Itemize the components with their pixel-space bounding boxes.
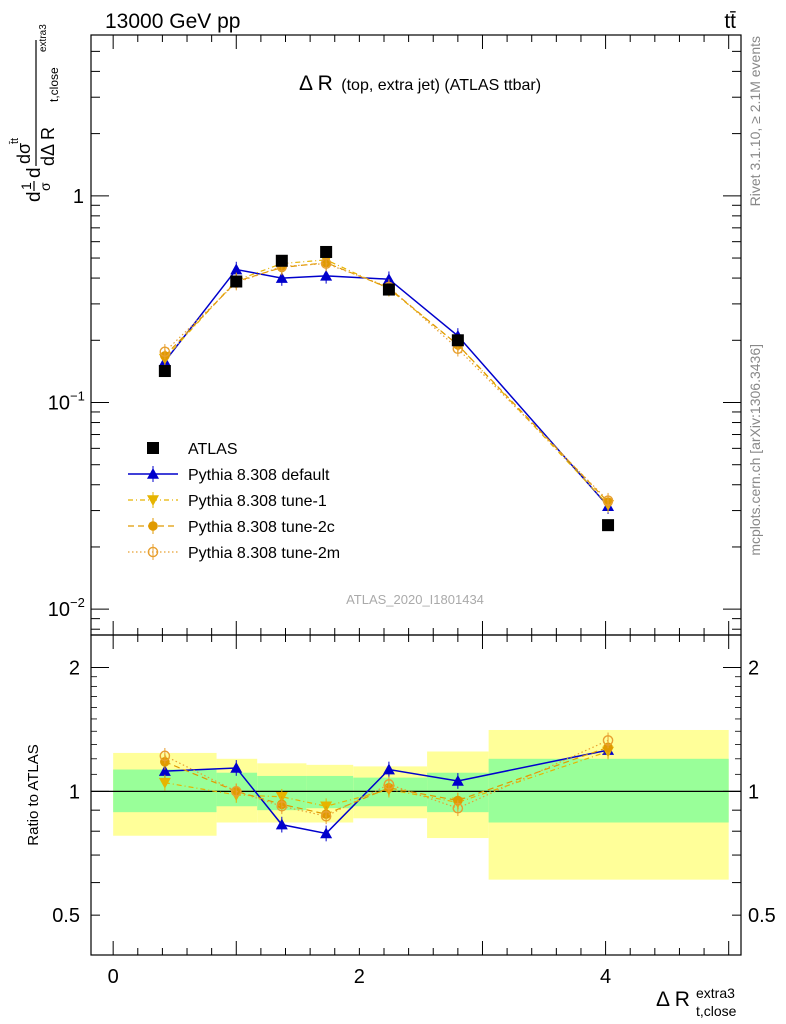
- ratio-point-default-3: [320, 827, 333, 839]
- ratio-point-default-4: [382, 763, 395, 775]
- header-left: 13000 GeV pp: [105, 10, 240, 33]
- main-line-tune2m: [164, 262, 609, 502]
- x-tick-label-4: 4: [600, 966, 611, 988]
- main-y-tick-exp-0.01: −2: [70, 595, 85, 610]
- main-point-atlas-2: [275, 254, 288, 267]
- main-point-default-4: [382, 273, 395, 284]
- legend: ATLAS Pythia 8.308 default Pythia 8.308 tu…: [128, 441, 340, 562]
- legend-marker-atlas: [147, 442, 159, 454]
- legend-label-atlas: ATLAS: [188, 441, 238, 458]
- main-point-atlas-5: [451, 334, 464, 347]
- x-tick-label-0: 0: [108, 966, 119, 988]
- x-axis-label-sub: t,close: [696, 1003, 737, 1019]
- x-axis-label-sup: extra3: [696, 985, 735, 1001]
- ratio-bands: [91, 729, 741, 880]
- plot-title-sub: (top, extra jet) (ATLAS ttbar): [341, 77, 541, 94]
- main-point-atlas-6: [602, 519, 615, 532]
- main-point-default-1: [230, 263, 243, 275]
- ratio-point-tune2m-2: [276, 800, 288, 812]
- main-point-atlas-3: [320, 245, 333, 258]
- plot-title-main: Δ R: [299, 72, 333, 95]
- analysis-id: ATLAS_2020_I1801434: [346, 592, 484, 607]
- side-text-rivet: Rivet 3.1.10, ≥ 2.1M events: [747, 36, 763, 206]
- main-point-atlas-4: [382, 283, 395, 296]
- ylabel-sub: t,close: [47, 67, 61, 102]
- main-ylabel: d 1 σ d dσ t̄t dΔ R t,close extra3: [9, 24, 61, 202]
- ratio-point-tune2m-0: [159, 750, 171, 762]
- ylabel-frac-num: 1: [18, 182, 34, 190]
- ratio-point-tune2m-5: [452, 802, 464, 814]
- ylabel-frac-den: σ: [37, 182, 53, 191]
- ratio-point-tune2m-3: [320, 810, 332, 822]
- ratio-point-tune2m-1: [230, 786, 242, 797]
- main-point-tune2m-0: [159, 346, 171, 358]
- ratio-point-default-5: [451, 774, 464, 786]
- main-point-tune2m-3: [320, 258, 332, 269]
- legend-marker-tune2m: [147, 546, 159, 558]
- ratio-point-tune2m-6: [602, 735, 614, 746]
- ratio-point-default-2: [275, 818, 288, 830]
- ylabel-d: d: [24, 191, 45, 202]
- ratio-y-tick-label-left-1: 1: [69, 781, 80, 803]
- ratio-band-inner-6: [488, 758, 729, 823]
- legend-marker-tune2c: [148, 521, 158, 531]
- ratio-ylabel: Ratio to ATLAS: [25, 744, 42, 845]
- ratio-y-tick-label-right-1: 1: [748, 781, 759, 803]
- legend-label-default: Pythia 8.308 default: [188, 467, 330, 484]
- legend-label-tune1: Pythia 8.308 tune-1: [188, 493, 327, 510]
- main-point-tune2m-6: [602, 495, 614, 506]
- x-tick-label-2: 2: [354, 966, 365, 988]
- x-axis-label-main: Δ R: [656, 988, 690, 1011]
- plot-title: Δ R (top, extra jet) (ATLAS ttbar): [299, 72, 541, 95]
- ratio-y-tick-label-right-0.5: 0.5: [748, 905, 776, 927]
- main-y-tick-label-1: 1: [73, 186, 84, 208]
- main-series: [158, 245, 615, 532]
- ylabel-d2: d: [24, 167, 45, 178]
- main-point-default-2: [275, 272, 288, 283]
- legend-marker-default: [147, 468, 159, 479]
- side-text-mcplots: mcplots.cern.ch [arXiv:1306.3436]: [747, 344, 763, 556]
- ratio-y-tick-label-right-2: 2: [748, 658, 759, 680]
- ratio-point-default-0: [158, 765, 171, 776]
- main-point-default-3: [320, 269, 333, 281]
- ratio-point-tune2m-4: [383, 779, 395, 790]
- legend-label-tune2m: Pythia 8.308 tune-2m: [188, 545, 340, 562]
- plot-frames: [90, 34, 742, 956]
- ylabel-ddelta: dΔ R: [38, 127, 58, 166]
- ylabel-sup: extra3: [38, 24, 49, 52]
- legend-marker-tune1: [147, 495, 159, 506]
- header-right: tt̄: [724, 10, 736, 33]
- legend-label-tune2c: Pythia 8.308 tune-2c: [188, 519, 335, 536]
- ratio-plot-frame: [90, 634, 742, 956]
- ratio-y-tick-label-left-0.5: 0.5: [52, 905, 80, 927]
- ylabel-dsigma: dσ: [14, 143, 34, 164]
- ratio-point-default-1: [230, 761, 243, 773]
- main-y-tick-label-0.01: 10: [48, 599, 70, 621]
- x-axis-label: Δ R: [656, 988, 690, 1011]
- main-y-tick-exp-0.1: −1: [70, 389, 85, 404]
- ratio-series: [158, 732, 615, 842]
- ratio-point-tune1-0: [158, 777, 171, 789]
- ylabel-ttbar: t̄t: [9, 138, 21, 145]
- ratio-y-tick-label-left-2: 2: [69, 658, 80, 680]
- main-point-atlas-0: [158, 365, 171, 378]
- main-y-tick-label-0.1: 10: [48, 393, 70, 415]
- main-point-atlas-1: [230, 275, 243, 288]
